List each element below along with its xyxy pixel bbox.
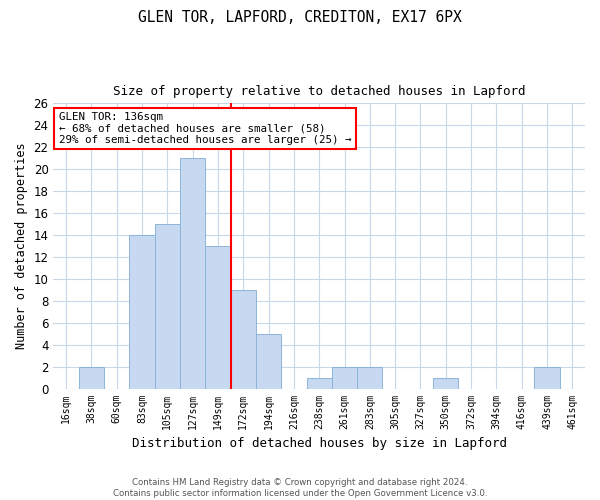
- Text: GLEN TOR, LAPFORD, CREDITON, EX17 6PX: GLEN TOR, LAPFORD, CREDITON, EX17 6PX: [138, 10, 462, 25]
- Bar: [130, 235, 155, 388]
- Bar: [230, 290, 256, 388]
- Y-axis label: Number of detached properties: Number of detached properties: [15, 142, 28, 350]
- Text: GLEN TOR: 136sqm
← 68% of detached houses are smaller (58)
29% of semi-detached : GLEN TOR: 136sqm ← 68% of detached house…: [59, 112, 351, 145]
- Bar: [256, 334, 281, 388]
- Bar: [205, 246, 230, 388]
- Bar: [433, 378, 458, 388]
- Title: Size of property relative to detached houses in Lapford: Size of property relative to detached ho…: [113, 85, 526, 98]
- Bar: [357, 366, 382, 388]
- X-axis label: Distribution of detached houses by size in Lapford: Distribution of detached houses by size …: [132, 437, 507, 450]
- Text: Contains HM Land Registry data © Crown copyright and database right 2024.
Contai: Contains HM Land Registry data © Crown c…: [113, 478, 487, 498]
- Bar: [307, 378, 332, 388]
- Bar: [155, 224, 180, 388]
- Bar: [180, 158, 205, 388]
- Bar: [79, 366, 104, 388]
- Bar: [535, 366, 560, 388]
- Bar: [332, 366, 357, 388]
